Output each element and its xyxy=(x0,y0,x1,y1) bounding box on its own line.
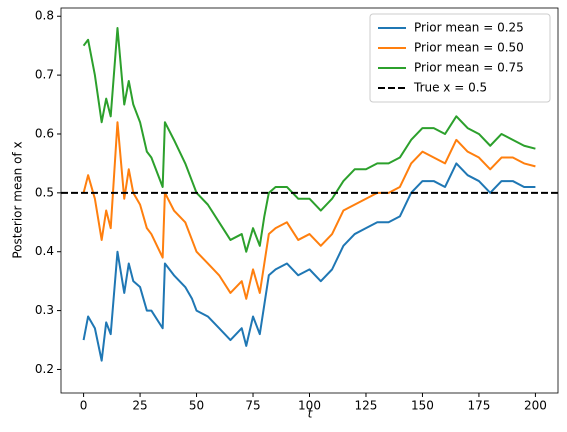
y-tick-label: 0.8 xyxy=(35,9,54,23)
series-line xyxy=(82,162,536,362)
x-tick-label: 150 xyxy=(411,399,434,413)
y-tick-label: 0.7 xyxy=(35,68,54,82)
legend-box xyxy=(369,13,551,103)
x-tick-label: 175 xyxy=(467,399,490,413)
legend-label: Prior mean = 0.75 xyxy=(414,61,524,75)
legend-label: Prior mean = 0.25 xyxy=(414,21,524,35)
x-tick-label: 50 xyxy=(189,399,204,413)
y-tick-label: 0.5 xyxy=(35,185,54,199)
series-line xyxy=(82,27,536,253)
y-tick-label: 0.4 xyxy=(35,244,54,258)
x-tick-label: 0 xyxy=(80,399,88,413)
legend-label: True x = 0.5 xyxy=(413,81,487,95)
series-line xyxy=(82,121,536,300)
plot-frame xyxy=(60,7,559,394)
x-tick-label: 125 xyxy=(355,399,378,413)
y-tick-label: 0.6 xyxy=(35,126,54,140)
y-tick-label: 0.2 xyxy=(35,362,54,376)
x-tick-label: 25 xyxy=(132,399,147,413)
x-axis-label: t xyxy=(308,407,314,421)
y-axis-label: Posterior mean of x xyxy=(11,141,25,258)
x-tick-label: 200 xyxy=(524,399,547,413)
x-tick-label: 100 xyxy=(298,399,321,413)
legend-label: Prior mean = 0.50 xyxy=(414,41,524,55)
x-tick-label: 75 xyxy=(245,399,260,413)
y-tick-label: 0.3 xyxy=(35,303,54,317)
